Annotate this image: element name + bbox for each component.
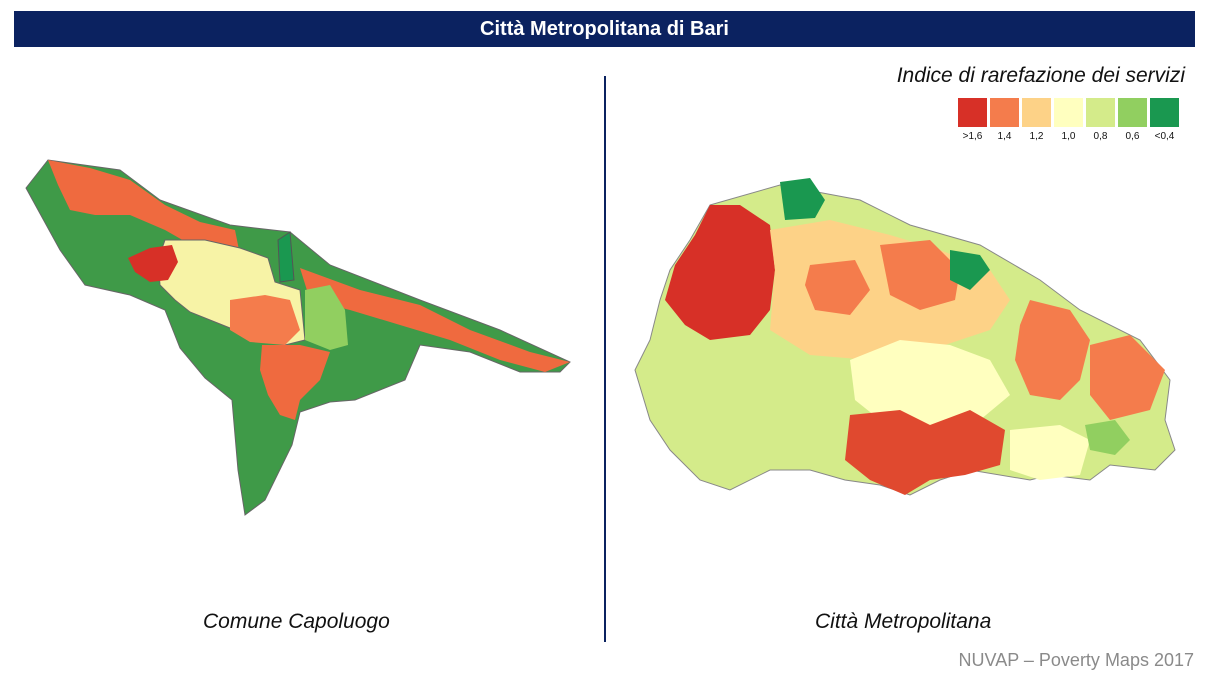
southeast-district-paleyellow [1010,425,1090,480]
legend-swatch [1086,98,1115,127]
legend-swatch [990,98,1019,127]
legend-item: >1,6 [958,98,987,142]
legend-item: 0,6 [1118,98,1147,142]
legend-item: 0,8 [1086,98,1115,142]
legend: >1,6 1,4 1,2 1,0 0,8 0,6 <0,4 [958,98,1179,142]
legend-item: 1,0 [1054,98,1083,142]
legend-label: 0,8 [1093,131,1108,142]
source-credit: NUVAP – Poverty Maps 2017 [958,650,1194,670]
far-east-district-orange [1090,335,1165,420]
east-district-lightgreen [305,285,348,350]
legend-swatch [1118,98,1147,127]
legend-item: 1,4 [990,98,1019,142]
northwest-district-red [665,205,775,340]
legend-swatch [1150,98,1179,127]
legend-label: 1,4 [997,131,1012,142]
south-district-orange [260,345,330,420]
legend-label: <0,4 [1154,131,1175,142]
west-district-red [128,245,178,282]
central-district-paleyellow [850,340,1010,425]
page-title: Città Metropolitana di Bari [14,11,1195,47]
legend-swatch [958,98,987,127]
legend-title: Indice di rarefazione dei servizi [896,64,1185,87]
central-district-orange [230,295,300,345]
southeast-district-green [1085,420,1130,455]
legend-label: 1,0 [1061,131,1076,142]
center-divider [604,76,606,642]
coastal-strip-se [300,268,570,372]
legend-label: >1,6 [962,131,983,142]
northeast-district-orange [880,240,960,310]
legend-swatch [1022,98,1051,127]
metropolitana-map [634,178,1176,496]
east-district-orange [1015,300,1090,400]
legend-swatch [1054,98,1083,127]
south-district-red [845,410,1005,495]
left-map-caption: Comune Capoluogo [203,610,390,633]
coast-district-green [950,250,990,290]
capoluogo-map [25,159,571,516]
right-map-caption: Città Metropolitana [815,610,992,633]
legend-label: 0,6 [1125,131,1140,142]
legend-item: 1,2 [1022,98,1051,142]
legend-label: 1,2 [1029,131,1044,142]
coastal-strip-nw [48,160,240,255]
port-area [277,231,295,283]
north-coast-green [780,178,825,220]
north-district-orange [805,260,870,315]
legend-item: <0,4 [1150,98,1179,142]
